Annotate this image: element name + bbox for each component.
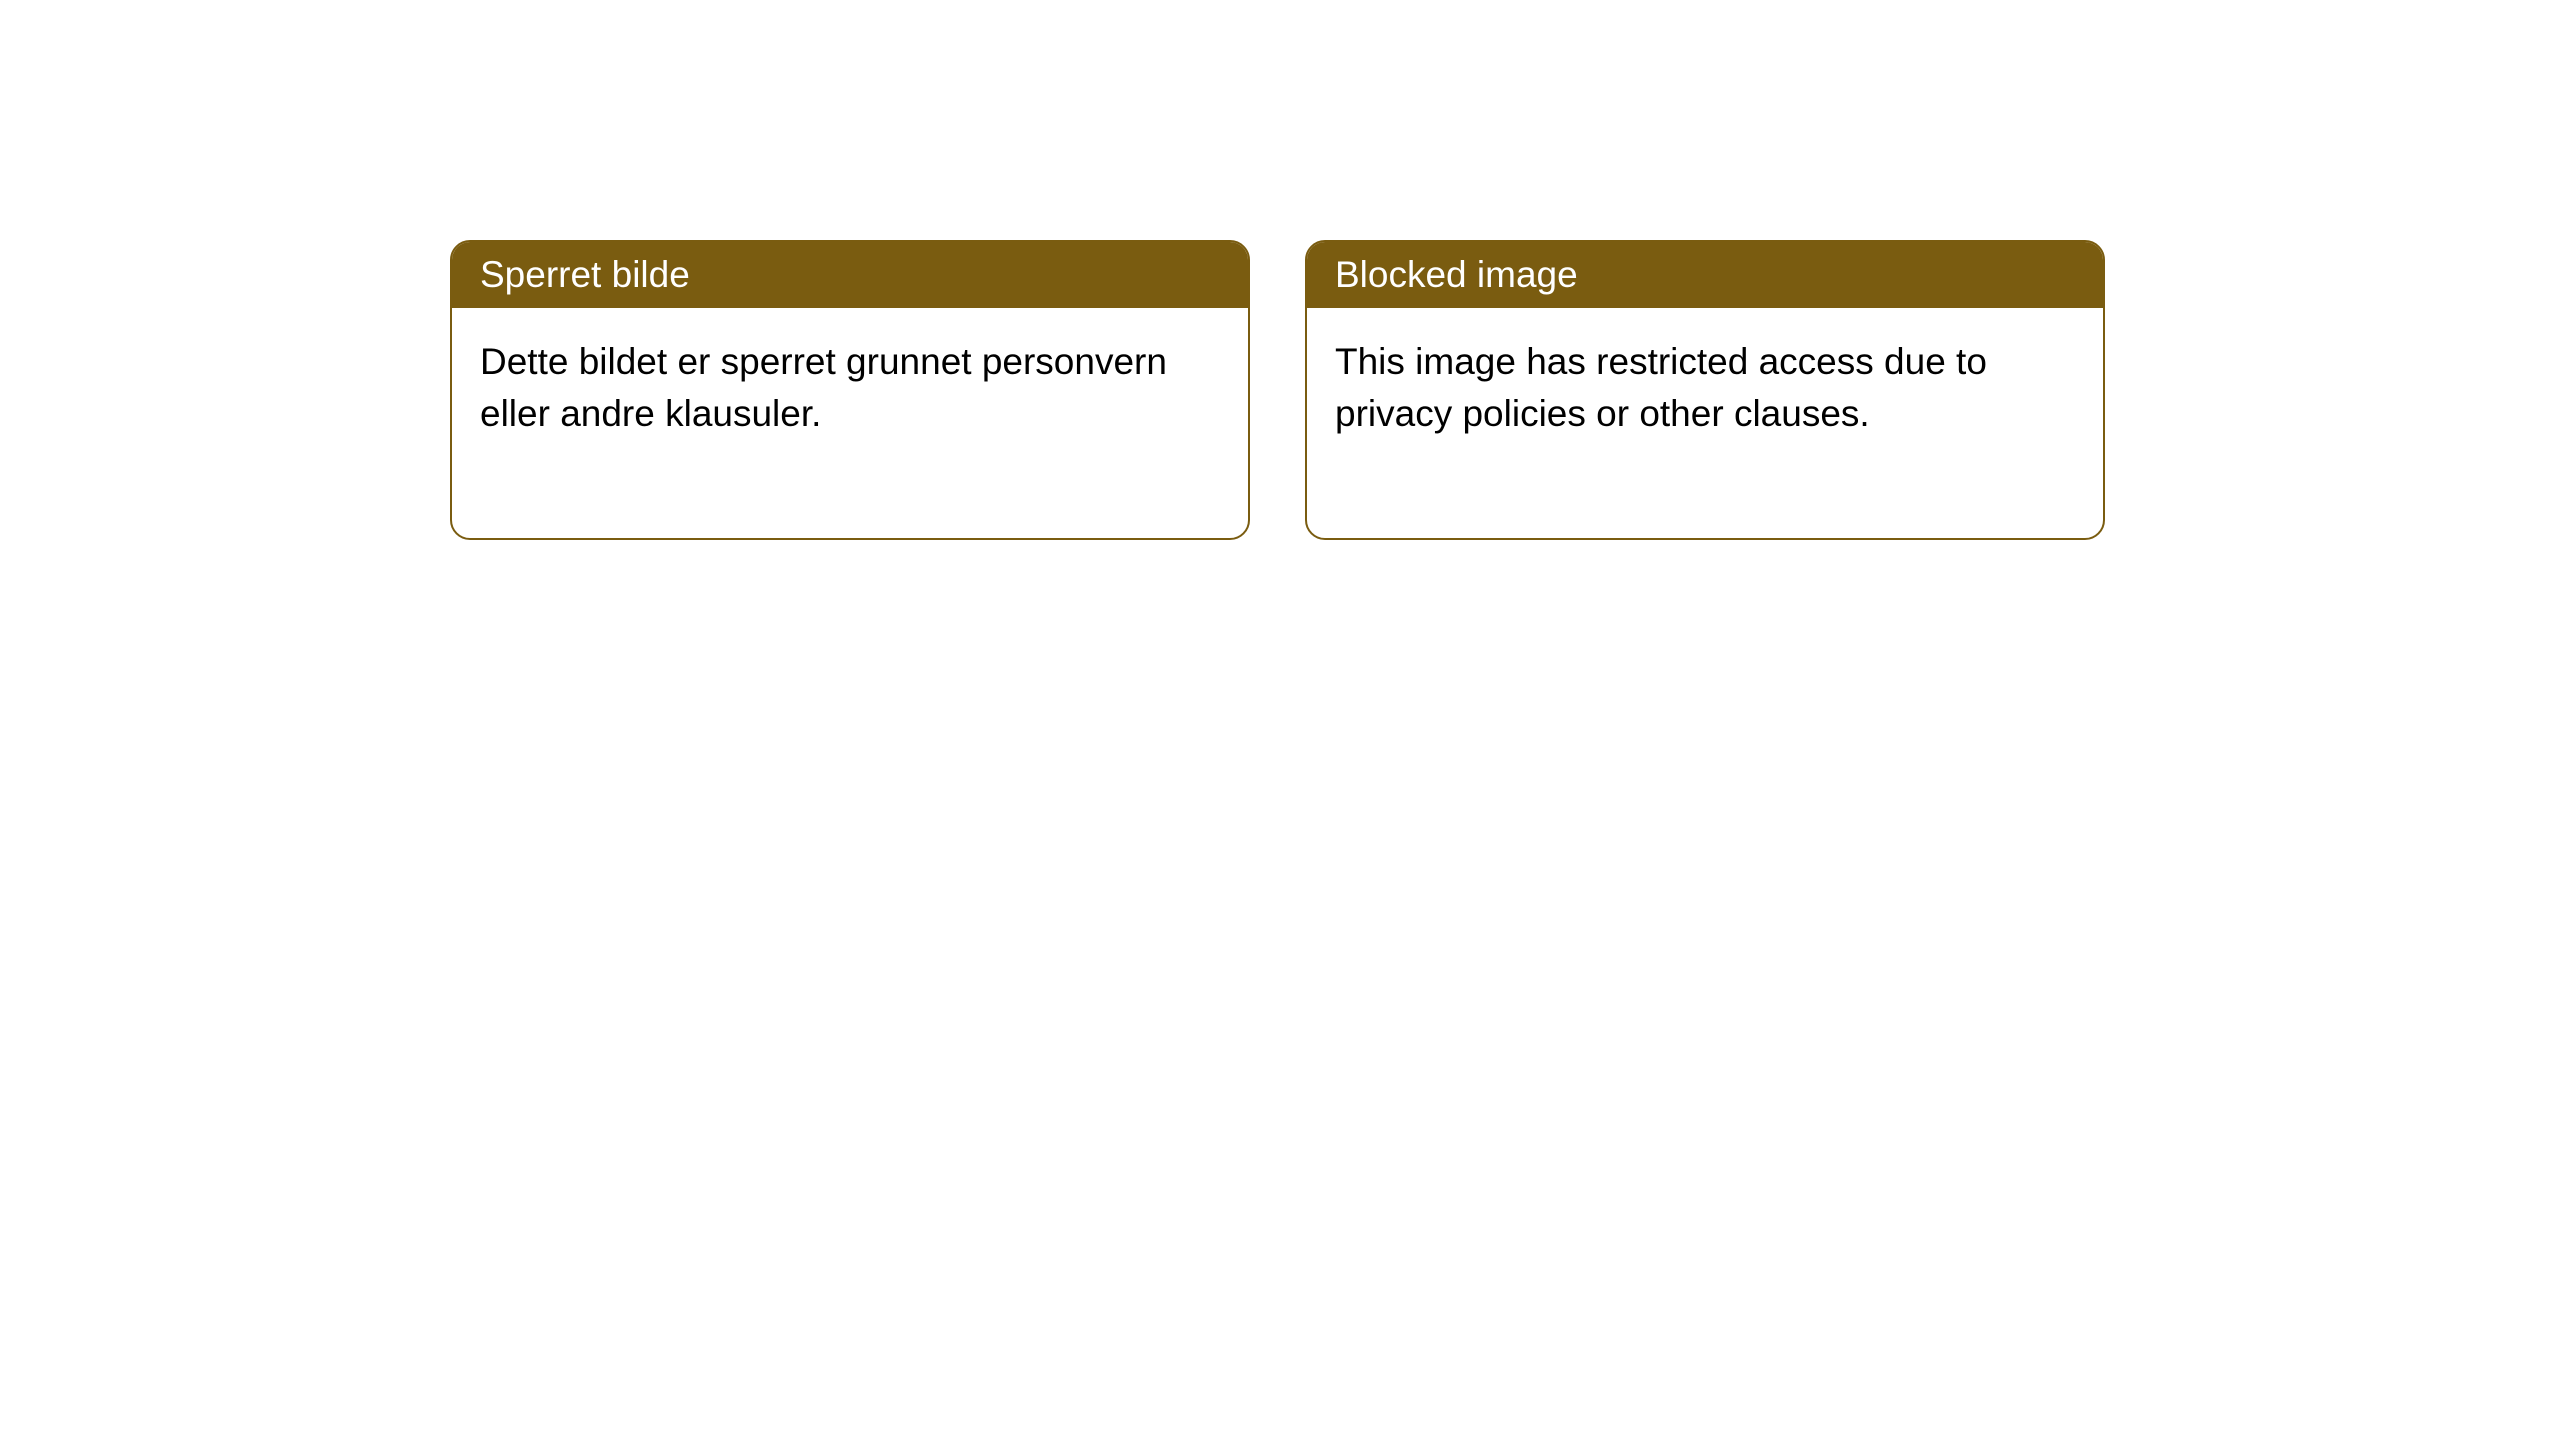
notice-card-english: Blocked image This image has restricted …: [1305, 240, 2105, 540]
notice-title: Sperret bilde: [480, 254, 690, 295]
notice-body-text: This image has restricted access due to …: [1335, 341, 1987, 434]
notice-body-text: Dette bildet er sperret grunnet personve…: [480, 341, 1167, 434]
notice-header: Blocked image: [1307, 242, 2103, 308]
notice-card-norwegian: Sperret bilde Dette bildet er sperret gr…: [450, 240, 1250, 540]
notice-body: This image has restricted access due to …: [1307, 308, 2103, 538]
notice-title: Blocked image: [1335, 254, 1578, 295]
notice-body: Dette bildet er sperret grunnet personve…: [452, 308, 1248, 538]
notice-header: Sperret bilde: [452, 242, 1248, 308]
notice-container: Sperret bilde Dette bildet er sperret gr…: [0, 0, 2560, 540]
